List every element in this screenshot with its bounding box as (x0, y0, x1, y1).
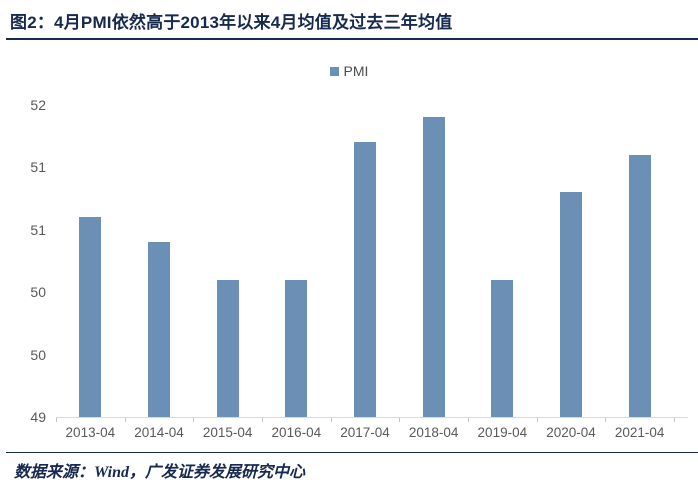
x-axis-label: 2018-04 (408, 425, 459, 440)
x-axis-label: 2017-04 (340, 425, 390, 440)
bar-2015-04 (216, 279, 239, 417)
footer-divider (6, 452, 698, 453)
x-axis-label: 2020-04 (546, 425, 596, 440)
bar-2020-04 (560, 192, 582, 417)
y-axis-tick-label: 49 (30, 409, 46, 425)
x-axis-tick (468, 418, 469, 422)
bar-2021-04 (628, 154, 651, 417)
bar-2016-04 (285, 279, 308, 417)
x-axis-label: 2014-04 (134, 425, 184, 440)
bar-2017-04 (354, 142, 376, 417)
x-axis-line (56, 417, 688, 418)
x-axis-label: 2019-04 (477, 425, 528, 440)
bar-2014-04 (148, 242, 170, 417)
x-axis-tick (56, 418, 57, 422)
chart-legend: PMI (0, 62, 698, 80)
x-axis-tick (124, 418, 126, 422)
y-axis-tick-label: 52 (30, 96, 46, 113)
x-axis-tick (330, 418, 332, 422)
legend-swatch-icon (329, 66, 339, 76)
x-axis-tick (605, 418, 607, 422)
x-axis-tick (193, 418, 195, 422)
x-axis-tick (674, 418, 675, 422)
data-source: 数据来源：Wind，广发证券发展研究中心 (14, 464, 305, 481)
x-axis-label: 2016-04 (271, 425, 322, 440)
y-axis-tick-label: 50 (30, 284, 46, 300)
bar-2018-04 (422, 117, 445, 417)
figure-title: 图2：4月PMI依然高于2013年以来4月均值及过去三年均值 (10, 13, 453, 32)
x-axis-label: 2015-04 (202, 425, 253, 440)
bar-2013-04 (79, 217, 102, 417)
x-axis-tick (536, 418, 538, 422)
legend-label: PMI (343, 63, 369, 79)
x-axis-label: 2021-04 (614, 425, 665, 440)
x-axis-tick (262, 418, 263, 422)
y-axis-tick-label: 51 (30, 221, 46, 238)
title-divider (6, 38, 698, 40)
y-axis-tick-label: 50 (30, 346, 46, 363)
x-axis-tick (399, 418, 401, 422)
bar-2019-04 (491, 279, 514, 417)
x-axis-label: 2013-04 (65, 425, 116, 440)
y-axis-tick-label: 51 (30, 159, 46, 175)
